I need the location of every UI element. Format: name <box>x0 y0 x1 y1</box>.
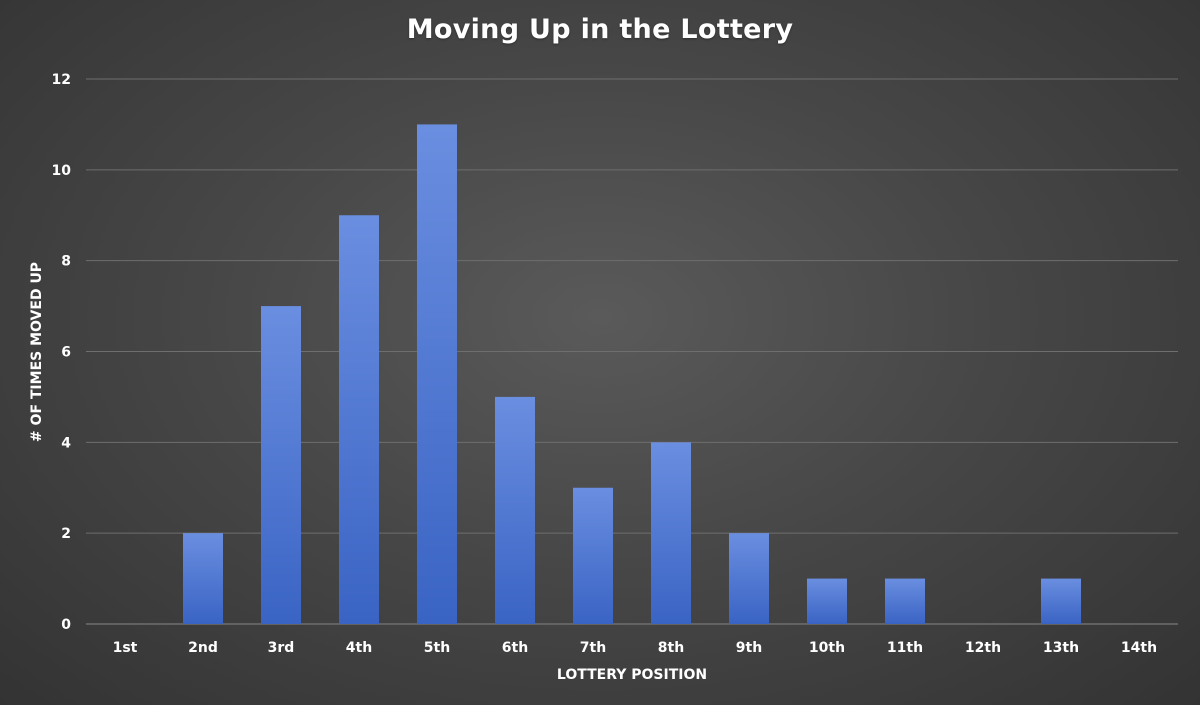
bar-4th <box>339 215 379 624</box>
bar-6th <box>495 396 535 624</box>
x-axis-ticks: 1st 2nd 3rd 4th 5th 6th 7th 8th 9th 10th 11th 12th 1… <box>113 640 1157 656</box>
x-tick-label: 13th <box>1043 640 1079 656</box>
x-tick-label: 3rd <box>268 640 295 656</box>
bar-10th <box>807 578 847 624</box>
y-axis-label: # OF TIMES MOVED UP <box>29 262 45 442</box>
x-tick-label: 6th <box>502 640 528 656</box>
y-tick-label: 6 <box>61 345 71 361</box>
x-tick-label: 5th <box>424 640 450 656</box>
bar-8th <box>651 442 691 624</box>
x-tick-label: 11th <box>887 640 923 656</box>
x-tick-label: 4th <box>346 640 372 656</box>
bar-11th <box>885 578 925 624</box>
bar-7th <box>573 487 613 624</box>
x-axis-label: LOTTERY POSITION <box>557 667 707 683</box>
y-tick-label: 4 <box>61 435 71 451</box>
x-tick-label: 7th <box>580 640 606 656</box>
x-tick-label: 1st <box>113 640 138 656</box>
bar-5th <box>417 124 457 625</box>
x-tick-label: 12th <box>965 640 1001 656</box>
bar-3rd <box>261 306 301 624</box>
x-tick-label: 10th <box>809 640 845 656</box>
bar-13th <box>1041 578 1081 624</box>
y-tick-label: 12 <box>52 72 71 88</box>
y-tick-label: 0 <box>61 617 71 633</box>
x-tick-label: 9th <box>736 640 762 656</box>
bar-9th <box>729 533 769 624</box>
bars <box>183 124 1081 625</box>
chart-title: Moving Up in the Lottery <box>406 14 794 45</box>
bar-2nd <box>183 533 223 624</box>
y-tick-label: 8 <box>61 254 71 270</box>
y-tick-label: 2 <box>61 526 71 542</box>
y-tick-label: 10 <box>52 163 72 179</box>
x-tick-label: 2nd <box>188 640 218 656</box>
y-axis-ticks: 0 2 4 6 8 10 12 <box>52 72 72 633</box>
x-tick-label: 14th <box>1121 640 1157 656</box>
gridlines <box>86 78 1178 625</box>
x-tick-label: 8th <box>658 640 684 656</box>
